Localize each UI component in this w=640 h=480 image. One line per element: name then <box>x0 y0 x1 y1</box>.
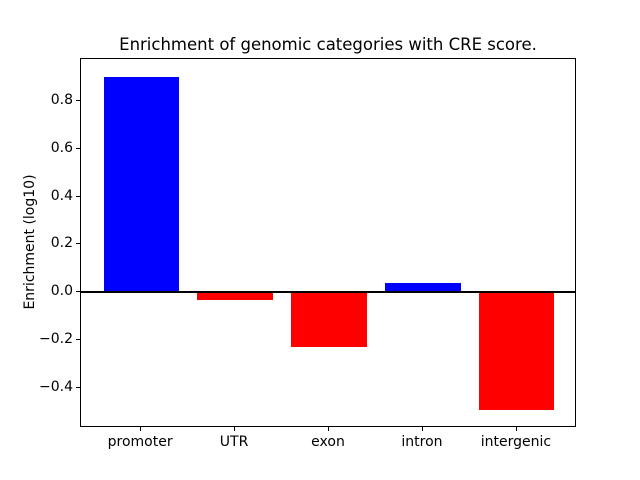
y-tick-label: 0.8 <box>50 91 73 108</box>
chart-title: Enrichment of genomic categories with CR… <box>119 35 537 54</box>
x-tick-mark <box>234 427 236 431</box>
y-tick-label: 0.6 <box>50 139 73 156</box>
y-tick-mark <box>76 147 80 149</box>
bar-UTR <box>197 292 273 300</box>
y-tick-mark <box>76 291 80 293</box>
y-tick-label: 0.4 <box>50 187 73 204</box>
x-tick-label-exon: exon <box>311 434 345 450</box>
y-tick-label: −0.2 <box>39 331 73 348</box>
x-tick-label-promoter: promoter <box>107 434 173 450</box>
bar-intergenic <box>479 292 555 410</box>
y-tick-label: −0.4 <box>39 379 73 396</box>
x-tick-label-UTR: UTR <box>219 434 249 450</box>
y-tick-label: 0.2 <box>50 235 73 252</box>
bar-promoter <box>103 76 179 293</box>
x-tick-mark <box>140 427 142 431</box>
y-tick-mark <box>76 387 80 389</box>
x-tick-label-intergenic: intergenic <box>480 434 552 450</box>
bar-exon <box>291 292 367 348</box>
bar-intron <box>385 282 461 293</box>
y-tick-mark <box>76 243 80 245</box>
plot-area <box>80 58 576 427</box>
zero-line <box>81 291 575 294</box>
x-tick-mark <box>515 427 517 431</box>
y-tick-label: 0.0 <box>50 283 73 300</box>
x-tick-mark <box>421 427 423 431</box>
y-tick-mark <box>76 99 80 101</box>
y-tick-mark <box>76 195 80 197</box>
x-tick-mark <box>328 427 329 431</box>
y-tick-mark <box>76 339 80 341</box>
x-tick-label-intron: intron <box>401 434 443 450</box>
